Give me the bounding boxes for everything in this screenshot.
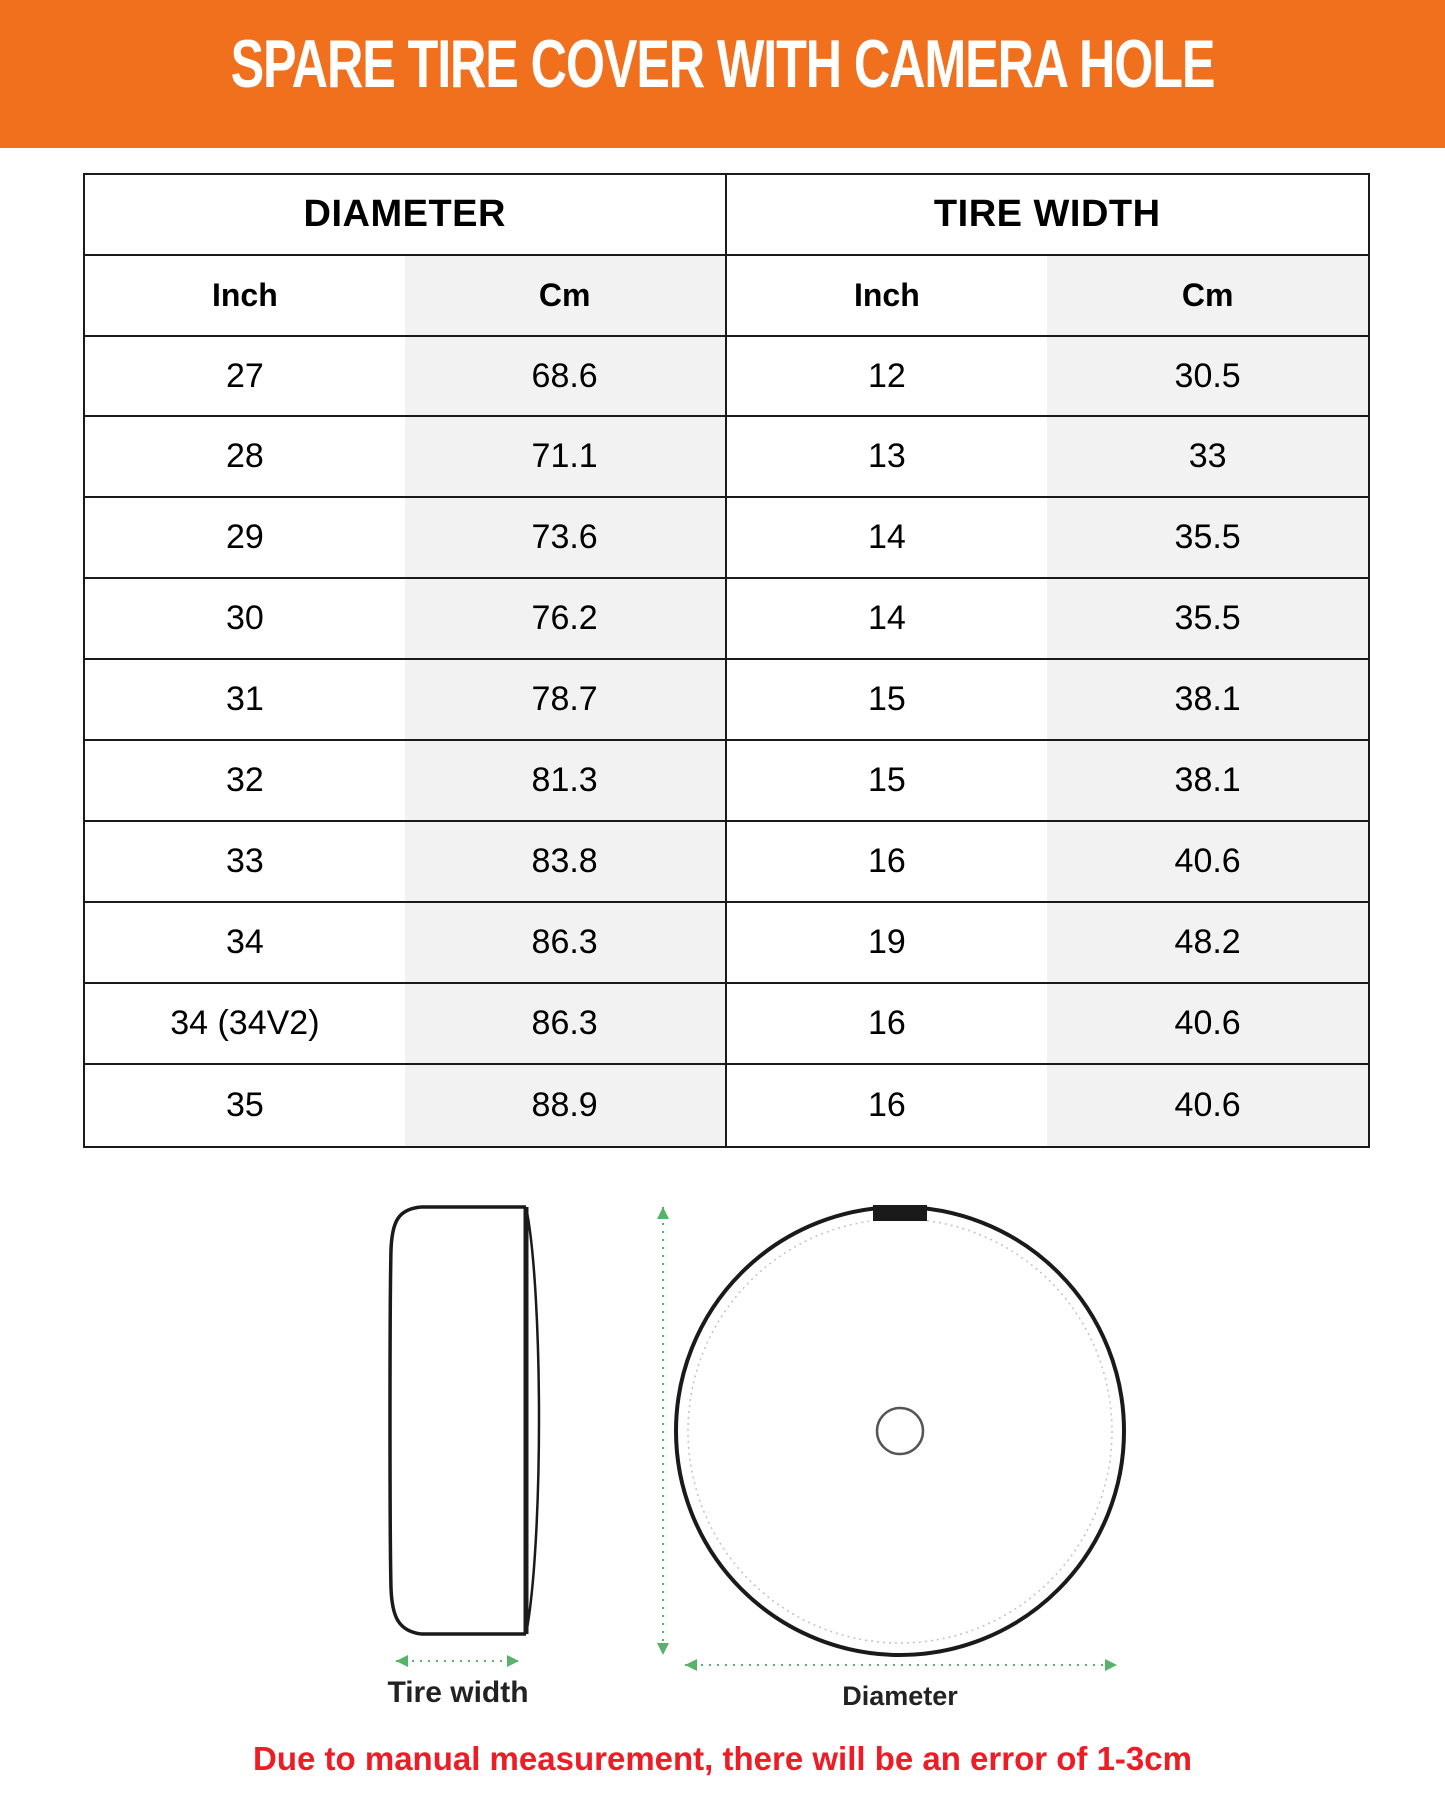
svg-text:Tire width: Tire width bbox=[387, 1676, 528, 1709]
svg-text:Diameter: Diameter bbox=[842, 1681, 958, 1711]
